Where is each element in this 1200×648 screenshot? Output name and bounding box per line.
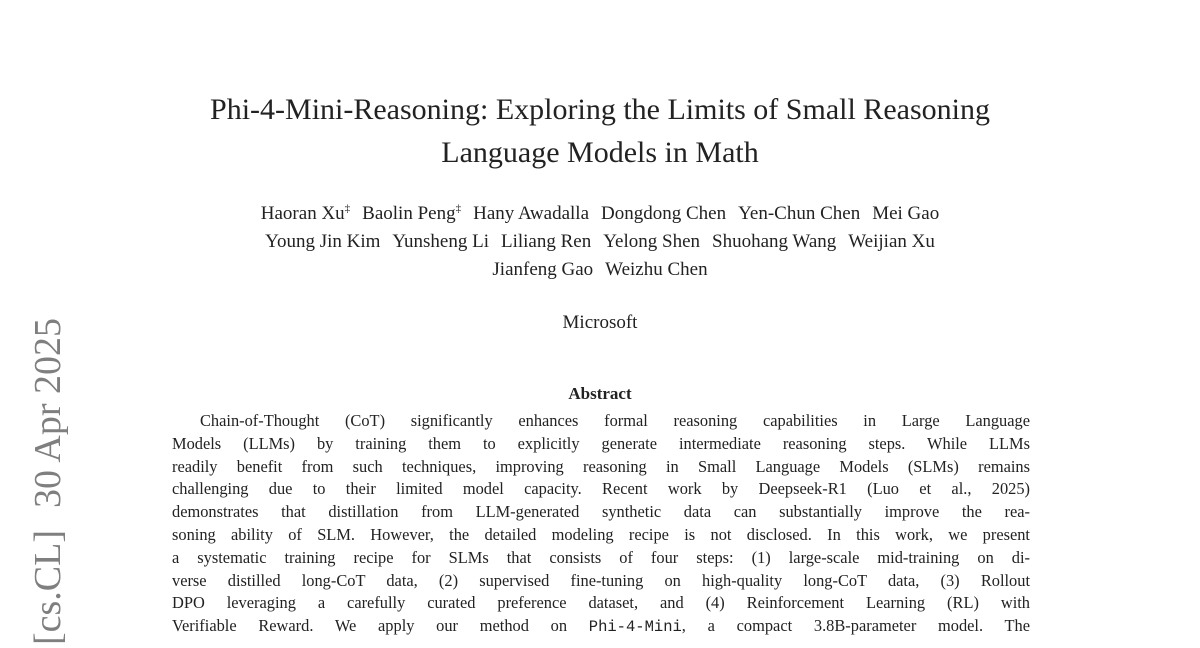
author-name: Yelong Shen <box>603 231 700 252</box>
model-name: Phi-4-Mini <box>588 618 682 637</box>
abstract-line: soning ability of SLM. However, the deta… <box>172 524 1030 544</box>
author-name: Weizhu Chen <box>605 259 708 280</box>
abstract-line: a systematic training recipe for SLMs th… <box>172 547 1030 567</box>
abstract-line: DPO leveraging a carefully curated prefe… <box>172 593 1030 613</box>
author: Yunsheng Li <box>392 231 489 252</box>
author-line: Jianfeng Gao Weizhu Chen <box>0 256 1200 284</box>
author-line: Young Jin Kim Yunsheng Li Liliang Ren Yelon… <box>0 228 1200 256</box>
abstract: Chain-of-Thought (CoT) significantly enh… <box>172 410 1030 639</box>
abstract-line: verse distilled long-CoT data, (2) super… <box>172 570 1030 590</box>
abstract-line: challenging due to their limited model c… <box>172 479 1030 499</box>
abstract-line: Verifiable Reward. We apply our method o… <box>172 615 1030 639</box>
author-line: Haoran Xu‡ Baolin Peng‡ Hany Awadalla Dongd… <box>0 200 1200 228</box>
author: Weizhu Chen <box>605 259 707 280</box>
author: Baolin Peng‡ <box>362 203 461 224</box>
title-line: Phi-4-Mini-Reasoning: Exploring the Limi… <box>210 93 990 126</box>
stamp-category: [cs.CL] <box>27 529 69 645</box>
author: Mei Gao <box>872 203 939 224</box>
title-line: Language Models in Math <box>441 136 759 169</box>
author-mark: ‡ <box>455 202 462 215</box>
author-name: Yen-Chun Chen <box>738 203 861 224</box>
author: Liliang Ren <box>501 231 591 252</box>
abstract-line: readily benefit from such techniques, im… <box>172 456 1030 476</box>
title: Phi-4-Mini-Reasoning: Exploring the Limi… <box>0 88 1200 174</box>
author-name: Dongdong Chen <box>601 203 727 224</box>
author-name: Baolin Peng <box>362 203 456 224</box>
author-name: Jianfeng Gao <box>492 259 594 280</box>
affiliation: Microsoft <box>562 312 638 333</box>
author-name: Mei Gao <box>872 203 940 224</box>
authors: Haoran Xu‡ Baolin Peng‡ Hany Awadalla Dongd… <box>0 200 1200 284</box>
author: Weijian Xu <box>848 231 935 252</box>
abstract-line: Models (LLMs) by training them to explic… <box>172 433 1030 453</box>
author: Haoran Xu‡ <box>261 203 350 224</box>
abstract-line: Chain-of-Thought (CoT) significantly enh… <box>200 411 1030 430</box>
author: Yen-Chun Chen <box>738 203 860 224</box>
author-name: Liliang Ren <box>500 231 592 252</box>
stamp-date: 30 Apr 2025 <box>27 317 69 508</box>
author: Dongdong Chen <box>601 203 726 224</box>
author: Yelong Shen <box>603 231 700 252</box>
author: Shuohang Wang <box>712 231 836 252</box>
author: Young Jin Kim <box>265 231 380 252</box>
author-name: Young Jin Kim <box>265 231 381 252</box>
abstract-line: demonstrates that distillation from LLM-… <box>172 502 1030 522</box>
abstract-text: Verifiable Reward. We apply our method o… <box>172 616 589 636</box>
author: Hany Awadalla <box>473 203 589 224</box>
arxiv-stamp: [cs.CL] 30 Apr 2025 <box>26 318 70 645</box>
author-name: Haoran Xu <box>260 203 345 224</box>
author-name: Hany Awadalla <box>473 203 590 224</box>
author-mark: ‡ <box>344 202 351 215</box>
abstract-text: , a compact 3.8B-parameter model. The <box>681 616 1030 636</box>
author-name: Shuohang Wang <box>712 231 837 252</box>
author: Jianfeng Gao <box>492 259 593 280</box>
author-name: Weijian Xu <box>848 231 935 252</box>
abstract-heading: Abstract <box>568 384 632 403</box>
author-name: Yunsheng Li <box>392 231 489 252</box>
